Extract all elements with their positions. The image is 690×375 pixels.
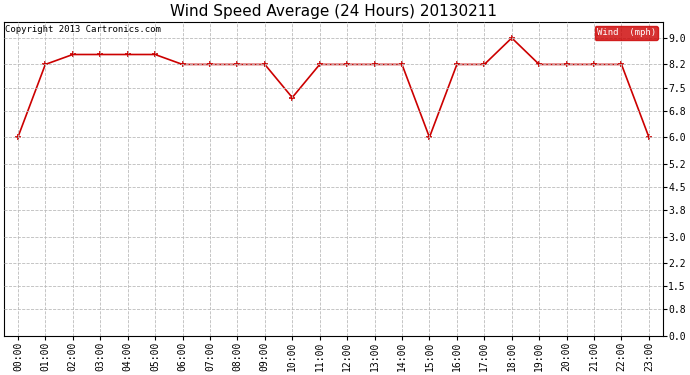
Title: Wind Speed Average (24 Hours) 20130211: Wind Speed Average (24 Hours) 20130211: [170, 4, 497, 19]
Legend: Wind  (mph): Wind (mph): [595, 26, 658, 40]
Text: Copyright 2013 Cartronics.com: Copyright 2013 Cartronics.com: [6, 25, 161, 34]
